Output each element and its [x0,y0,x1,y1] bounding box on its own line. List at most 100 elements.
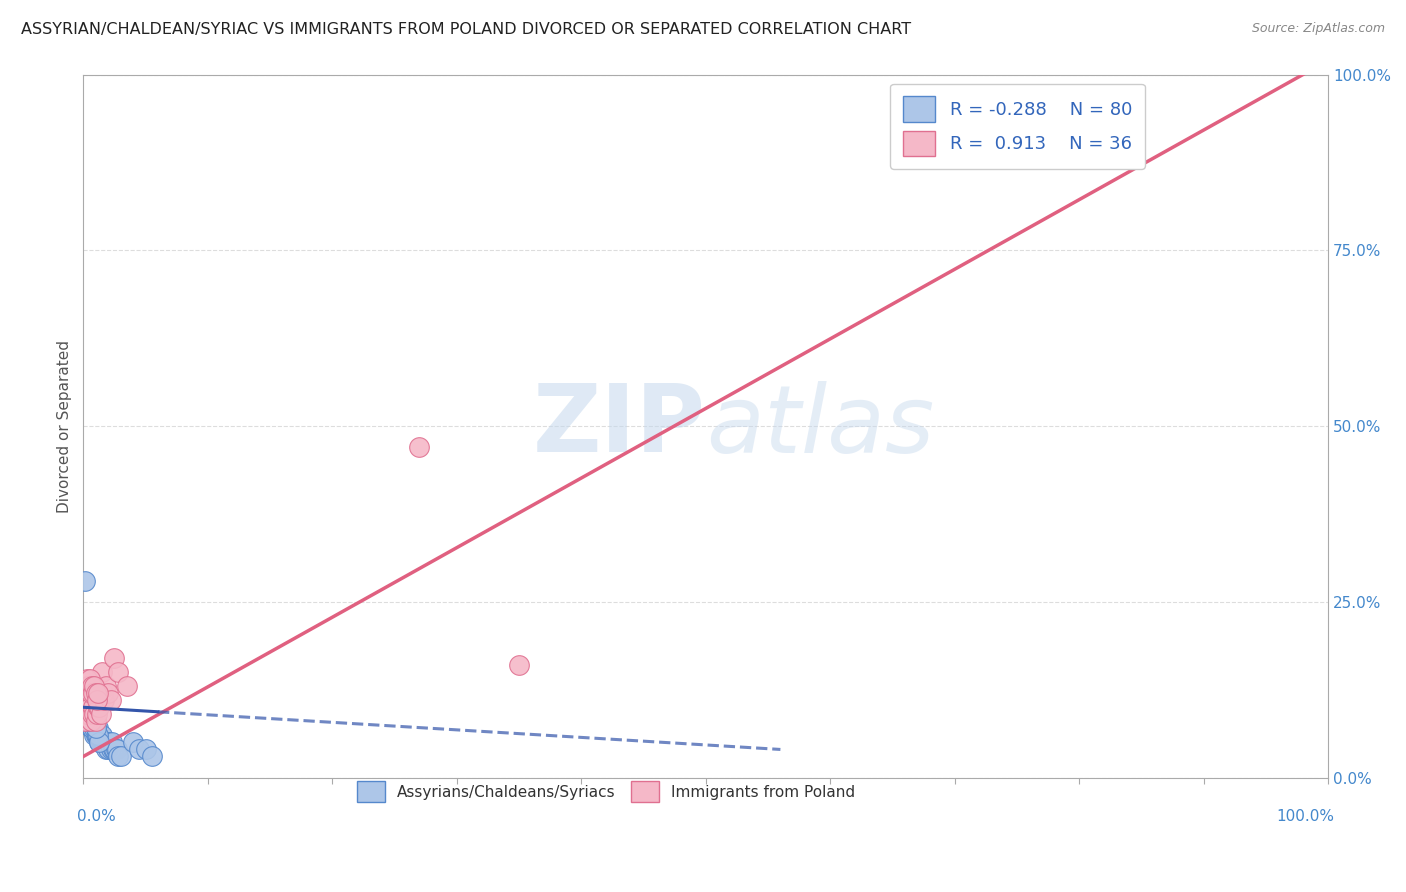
Point [79,672,101,686]
Point [100,742,122,756]
Text: ASSYRIAN/CHALDEAN/SYRIAC VS IMMIGRANTS FROM POLAND DIVORCED OR SEPARATED CORRELA: ASSYRIAN/CHALDEAN/SYRIAC VS IMMIGRANTS F… [21,22,911,37]
Point [80,686,103,700]
Point [91,735,114,749]
Text: atlas: atlas [706,381,934,472]
Point [83,722,105,736]
Point [77,714,100,729]
Point [73,714,96,729]
Point [75,707,97,722]
Point [84,722,107,736]
Point [97,742,120,756]
Point [77,707,100,722]
Point [93,735,115,749]
Point [80,707,103,722]
Point [83,722,105,736]
Point [75,679,97,693]
Point [107,749,129,764]
Point [122,735,145,749]
Point [104,742,127,756]
Point [91,665,114,679]
Point [73,714,96,729]
Text: 0.0%: 0.0% [77,809,115,824]
Point [75,679,97,693]
Point [89,700,111,714]
Legend: Assyrians/Chaldeans/Syriacs, Immigrants from Poland: Assyrians/Chaldeans/Syriacs, Immigrants … [352,775,860,809]
Point [82,714,104,729]
Point [83,728,105,742]
Point [75,686,97,700]
Point [79,700,101,714]
Point [89,728,111,742]
Point [77,693,100,707]
Text: 100.0%: 100.0% [1277,809,1334,824]
Point [89,735,111,749]
Point [84,722,107,736]
Point [83,707,105,722]
Point [101,735,124,749]
Point [89,735,111,749]
Point [100,693,122,707]
Point [77,679,100,693]
Point [87,700,110,714]
Point [128,742,150,756]
Point [508,658,530,673]
Point [82,714,104,729]
Point [80,707,103,722]
Point [76,700,98,714]
Point [77,707,100,722]
Point [94,679,117,693]
Point [103,651,125,665]
Point [73,574,96,588]
Point [79,714,101,729]
Point [90,707,112,722]
Point [101,742,124,756]
Point [76,672,98,686]
Point [82,714,104,729]
Point [91,686,114,700]
Point [76,714,98,729]
Point [79,707,101,722]
Y-axis label: Divorced or Separated: Divorced or Separated [58,340,72,513]
Point [82,686,104,700]
Point [115,679,138,693]
Text: ZIP: ZIP [533,380,706,472]
Point [87,686,110,700]
Point [80,679,103,693]
Point [90,728,112,742]
Point [110,749,132,764]
Point [80,722,103,736]
Point [408,440,430,454]
Point [84,686,107,700]
Point [80,707,103,722]
Point [76,693,98,707]
Point [80,707,103,722]
Point [82,700,104,714]
Point [75,707,97,722]
Point [84,728,107,742]
Point [80,707,103,722]
Point [91,735,114,749]
Point [76,693,98,707]
Text: Source: ZipAtlas.com: Source: ZipAtlas.com [1251,22,1385,36]
Point [86,728,108,742]
Point [77,714,100,729]
Point [76,686,98,700]
Point [79,700,101,714]
Point [76,700,98,714]
Point [91,728,114,742]
Point [82,722,104,736]
Point [82,707,104,722]
Point [75,700,97,714]
Point [80,714,103,729]
Point [86,693,108,707]
Point [86,707,108,722]
Point [86,728,108,742]
Point [83,714,105,729]
Point [97,686,120,700]
Point [84,714,107,729]
Point [87,728,110,742]
Point [93,693,115,707]
Point [77,700,100,714]
Point [86,722,108,736]
Point [87,728,110,742]
